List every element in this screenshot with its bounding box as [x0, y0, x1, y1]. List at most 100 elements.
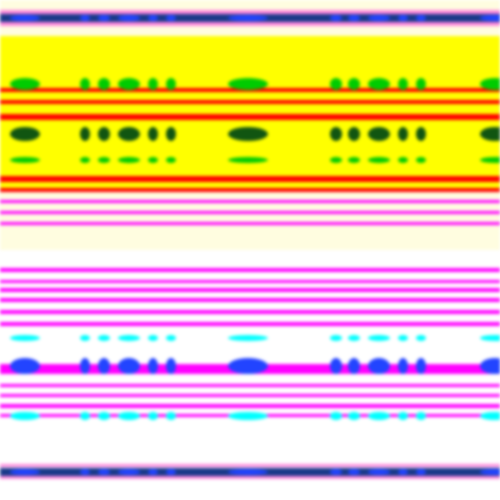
blob-spot — [368, 78, 390, 90]
blob-spot — [80, 127, 90, 141]
blob-spot — [416, 335, 426, 341]
stripe-band — [0, 192, 500, 200]
blob-spot — [98, 157, 110, 163]
blob-spot — [80, 358, 90, 374]
blob-spot — [480, 412, 500, 420]
stripe-band — [0, 211, 500, 214]
blob-spot — [10, 412, 40, 420]
stripe-band — [0, 225, 500, 250]
stripe-band — [0, 222, 500, 225]
blob-spot — [148, 469, 158, 475]
stripe-band — [0, 0, 500, 10]
blob-spot — [228, 335, 268, 341]
stripe-band — [0, 92, 500, 100]
blob-spot — [480, 157, 500, 163]
stripe-band — [0, 114, 500, 120]
blob-spot — [398, 335, 408, 341]
blob-spot — [348, 127, 360, 141]
blob-spot — [80, 412, 90, 420]
blob-spot — [368, 335, 390, 341]
blob-spot — [80, 15, 90, 21]
blob-spot — [368, 157, 390, 163]
blob-spot — [166, 127, 176, 141]
blob-spot — [10, 15, 40, 21]
blob-spot — [148, 335, 158, 341]
stripe-band — [0, 394, 500, 397]
blob-spot — [330, 78, 342, 90]
blob-spot — [166, 358, 176, 374]
blob-spot — [118, 469, 140, 475]
stripe-band — [0, 200, 500, 203]
stripe-band — [0, 22, 500, 26]
blob-spot — [118, 335, 140, 341]
blob-spot — [228, 15, 268, 21]
blob-spot — [398, 358, 408, 374]
blob-spot — [148, 15, 158, 21]
stripe-band — [0, 26, 500, 36]
blob-spot — [330, 335, 342, 341]
blob-spot — [348, 358, 360, 374]
stripe-band — [0, 384, 500, 387]
blob-spot — [118, 127, 140, 141]
stripe-band — [0, 298, 500, 302]
blob-spot — [148, 412, 158, 420]
stripe-band — [0, 104, 500, 114]
blob-spot — [368, 127, 390, 141]
blob-spot — [368, 15, 390, 21]
blob-spot — [330, 412, 342, 420]
blob-spot — [80, 469, 90, 475]
blob-spot — [228, 78, 268, 90]
blob-spot — [330, 157, 342, 163]
blob-spot — [348, 412, 360, 420]
blob-spot — [166, 157, 176, 163]
blob-spot — [330, 469, 342, 475]
blob-spot — [98, 15, 110, 21]
blob-spot — [148, 127, 158, 141]
blob-spot — [148, 358, 158, 374]
blob-spot — [10, 335, 40, 341]
blob-spot — [148, 157, 158, 163]
blob-spot — [480, 335, 500, 341]
blob-spot — [118, 15, 140, 21]
blob-spot — [228, 412, 268, 420]
blob-spot — [166, 469, 176, 475]
blob-spot — [118, 78, 140, 90]
blob-spot — [348, 157, 360, 163]
stripe-band — [0, 203, 500, 211]
stripe-band — [0, 404, 500, 408]
blob-spot — [480, 469, 500, 475]
stripe-band — [0, 310, 500, 314]
blob-spot — [80, 78, 90, 90]
blob-spot — [416, 412, 426, 420]
blob-spot — [80, 335, 90, 341]
blob-spot — [228, 358, 268, 374]
blob-spot — [480, 358, 500, 374]
blob-spot — [348, 335, 360, 341]
stripe-band — [0, 476, 500, 479]
stripe-band — [0, 288, 500, 292]
blob-spot — [98, 358, 110, 374]
blob-spot — [368, 412, 390, 420]
stripe-band — [0, 10, 500, 14]
blob-spot — [166, 335, 176, 341]
blob-spot — [330, 358, 342, 374]
blob-spot — [118, 412, 140, 420]
blob-spot — [98, 412, 110, 420]
blob-spot — [148, 78, 158, 90]
stripe-band — [0, 280, 500, 283]
stripe-band — [0, 214, 500, 222]
stripe-band — [0, 464, 500, 467]
blob-spot — [98, 78, 110, 90]
blob-spot — [368, 358, 390, 374]
stripe-band — [0, 176, 500, 182]
blob-spot — [98, 127, 110, 141]
stripe-band — [0, 268, 500, 272]
blob-spot — [416, 358, 426, 374]
stripe-band — [0, 322, 500, 326]
blob-spot — [398, 469, 408, 475]
blob-spot — [398, 127, 408, 141]
blob-spot — [398, 15, 408, 21]
blob-spot — [348, 15, 360, 21]
blob-spot — [166, 412, 176, 420]
